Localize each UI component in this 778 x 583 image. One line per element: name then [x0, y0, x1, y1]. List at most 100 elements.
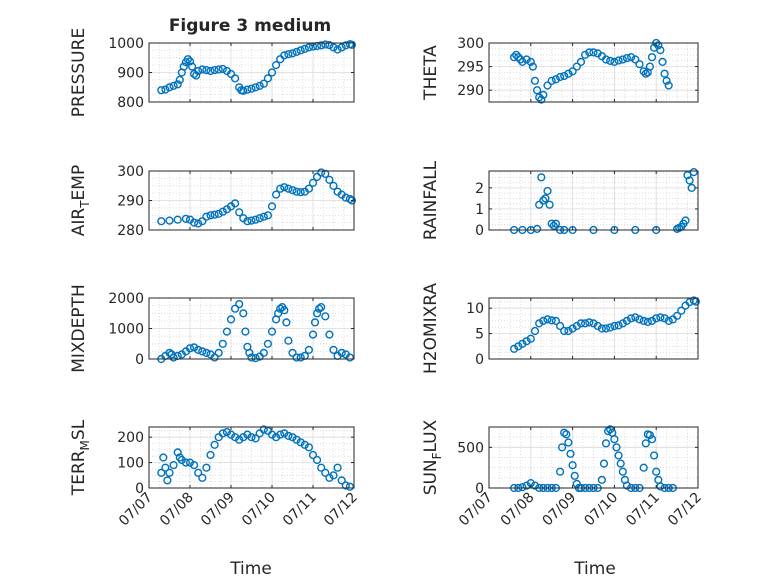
y-tick-label: 1000 [108, 36, 144, 52]
data-point [572, 321, 581, 331]
x-tick-label: 07/11 [280, 490, 320, 530]
y-tick-label: 1000 [108, 322, 144, 338]
data-point [194, 219, 203, 228]
data-point [549, 221, 558, 230]
data-point [537, 95, 546, 104]
data-point [255, 214, 264, 223]
data-point [292, 187, 301, 196]
data-point [214, 209, 223, 218]
data-point [313, 309, 322, 318]
data-point [535, 319, 544, 328]
data-point [198, 65, 207, 74]
data-point [564, 438, 573, 447]
data-point [641, 69, 650, 78]
data-point [606, 323, 615, 332]
data-point [664, 81, 673, 90]
data-point [639, 463, 648, 472]
data-point [173, 448, 182, 457]
data-point [543, 186, 552, 196]
data-point [585, 48, 594, 57]
figure-title: Figure 3 medium [169, 16, 331, 36]
y-tick-label: 0 [135, 481, 144, 497]
subplot-mixdepth: 0 1000 2000 MIXDEPTH [69, 284, 355, 373]
y-tick-label: 2000 [108, 291, 144, 307]
data-point [610, 435, 619, 444]
data-point [347, 196, 357, 205]
data-point [267, 327, 277, 336]
data-point [157, 86, 166, 95]
data-point [259, 425, 268, 434]
data-point [315, 304, 324, 313]
data-point [190, 218, 199, 227]
data-point [555, 72, 565, 82]
data-point [214, 65, 223, 74]
data-point [308, 178, 318, 187]
data-point [530, 76, 540, 85]
data-point [325, 473, 334, 482]
data-point [329, 345, 338, 355]
data-point [169, 461, 178, 470]
data-point [514, 342, 523, 351]
data-point [337, 476, 346, 485]
data-point [639, 67, 648, 76]
data-point [616, 459, 625, 468]
data-point [159, 453, 168, 462]
data-point [267, 68, 277, 77]
data-point [547, 219, 556, 228]
data-point [622, 316, 632, 326]
data-point [284, 431, 293, 441]
y-axis-label: RAINFALL [421, 160, 441, 240]
data-point [551, 219, 561, 228]
data-point [683, 171, 692, 180]
data-point [313, 172, 322, 182]
data-point [530, 326, 540, 336]
axes-box [488, 170, 699, 231]
y-tick-label: 300 [117, 164, 144, 180]
data-point [652, 314, 661, 323]
data-point [645, 62, 655, 71]
data-point [321, 468, 330, 477]
axes-box [488, 297, 699, 360]
data-point [614, 56, 623, 65]
data-point [247, 216, 256, 225]
data-point [618, 55, 627, 64]
data-point [566, 449, 575, 458]
data-point [251, 83, 260, 92]
data-point [282, 318, 291, 327]
data-point [526, 57, 535, 67]
data-point [345, 194, 355, 204]
data-point [202, 212, 211, 221]
data-point [631, 313, 640, 322]
data-point [647, 435, 657, 444]
data-point [218, 207, 227, 216]
data-point [689, 168, 698, 177]
y-tick-label: 280 [117, 223, 144, 239]
data-point [560, 326, 569, 336]
data-point [321, 40, 330, 49]
data-point [288, 433, 297, 442]
data-point [157, 217, 166, 226]
data-point [194, 345, 203, 355]
data-point [572, 62, 581, 71]
data-point [325, 175, 334, 184]
data-point [202, 348, 211, 358]
data-point [194, 66, 203, 76]
data-point [185, 458, 195, 467]
data-point [198, 217, 207, 226]
data-point [304, 184, 314, 193]
data-point [241, 327, 250, 336]
y-tick-label: 295 [457, 60, 484, 76]
data-point [190, 461, 199, 470]
data-point [585, 318, 594, 327]
data-point [551, 75, 561, 84]
data-point [603, 427, 613, 436]
data-point [580, 50, 590, 59]
data-point [308, 450, 318, 460]
data-point [272, 190, 281, 199]
data-point [255, 81, 264, 90]
data-point [547, 316, 556, 325]
data-point [214, 348, 223, 358]
data-point [599, 459, 609, 468]
data-point [337, 348, 346, 358]
data-point [165, 216, 174, 225]
